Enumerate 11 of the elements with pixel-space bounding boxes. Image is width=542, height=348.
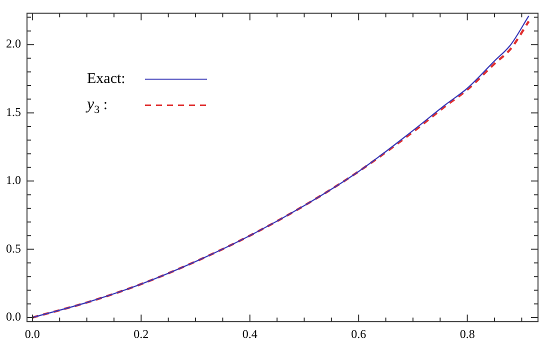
- x-tick-label: 0.0: [24, 326, 40, 341]
- y-tick-label: 1.0: [6, 173, 21, 188]
- x-tick-label: 0.6: [351, 326, 366, 341]
- legend-label: Exact:: [87, 71, 126, 88]
- y-tick-label: 1.5: [6, 104, 21, 119]
- x-tick-label: 0.8: [460, 326, 475, 341]
- y-tick-label: 0.5: [6, 241, 21, 256]
- x-tick-label: 0.4: [242, 326, 258, 341]
- y-tick-label: 0.0: [6, 310, 21, 324]
- x-tick-label: 0.2: [134, 326, 149, 341]
- y-tick-label: 2.0: [6, 36, 21, 51]
